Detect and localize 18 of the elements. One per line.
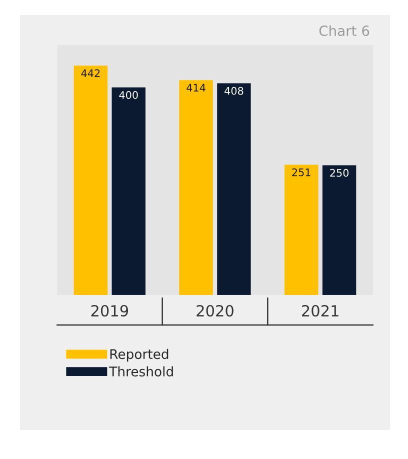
x-tick-label: 2020 — [196, 304, 234, 317]
x-tick-label: 2021 — [302, 304, 338, 317]
bar — [74, 66, 108, 295]
chart-title: Chart 6 — [319, 25, 370, 36]
bar — [112, 87, 146, 295]
x-tick-label: 2019 — [91, 304, 128, 317]
bar — [179, 80, 213, 295]
data-label: 251 — [292, 168, 310, 176]
bar — [284, 164, 318, 295]
legend-label: Reported — [110, 348, 168, 362]
legend-label: Threshold — [109, 366, 173, 376]
data-label: 414 — [186, 84, 206, 92]
data-label: 250 — [330, 168, 349, 177]
bar — [322, 165, 356, 295]
data-label: 400 — [119, 91, 138, 99]
data-label: 442 — [81, 69, 100, 77]
bar — [217, 83, 251, 295]
data-label: 408 — [224, 86, 244, 95]
